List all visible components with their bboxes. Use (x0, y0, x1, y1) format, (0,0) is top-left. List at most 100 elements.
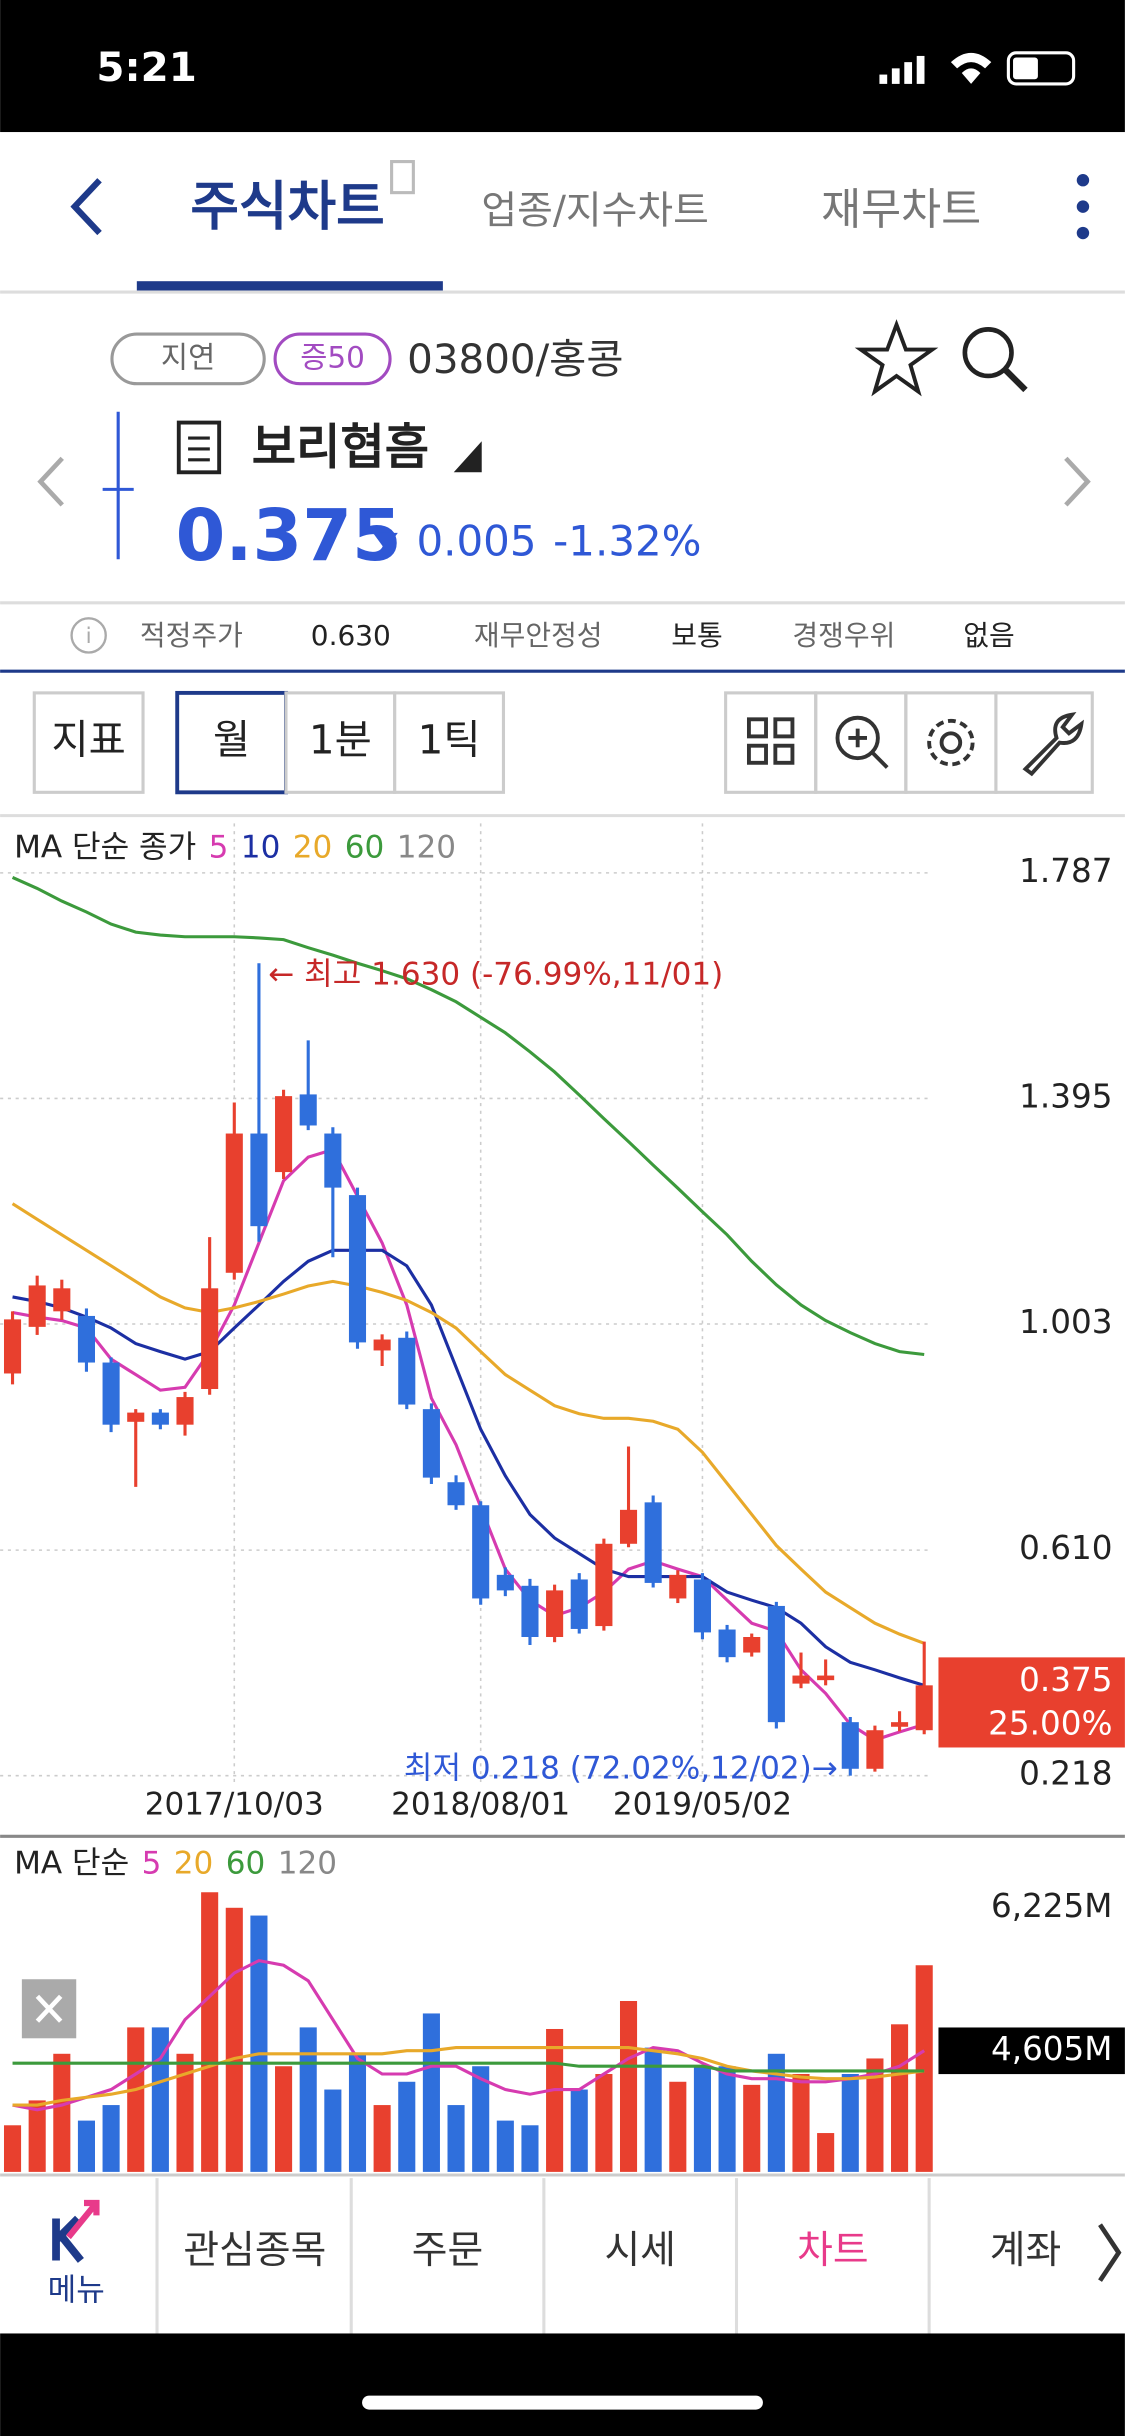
legend-title: MA 단순 (14, 1845, 129, 1881)
nav-label[interactable]: 계좌 (990, 2228, 1061, 2273)
tab[interactable]: 재무차트 (821, 185, 981, 235)
tool-buttons[interactable] (724, 691, 1094, 794)
price-tag-pct: 25.00% (988, 1705, 1112, 1743)
legend-entry: 5 (142, 1845, 162, 1881)
badge (273, 332, 392, 386)
high-annotation: ← 최고 1.630 (-76.99%,11/01) (268, 957, 723, 993)
prev-button[interactable] (37, 456, 64, 507)
volume-bar (866, 2058, 884, 2172)
doc-icon[interactable] (176, 420, 222, 475)
candle-body (521, 1585, 539, 1638)
legend-entry: 60 (345, 829, 385, 865)
volume-bar (250, 1915, 268, 2172)
volume-bar (28, 2100, 46, 2172)
volume-tag (938, 2027, 1125, 2075)
candle-body (250, 1133, 268, 1227)
volume-bar (792, 2074, 810, 2172)
nav-label[interactable]: 관심종목 (183, 2228, 326, 2273)
dropdown-icon[interactable] (453, 441, 482, 473)
x-tick-label: 2017/10/03 (145, 1786, 324, 1822)
change: 0.005 (416, 516, 536, 565)
nav-label-active[interactable]: 차트 (797, 2228, 868, 2273)
home-area (0, 2333, 1125, 2436)
volume-bar (77, 2120, 95, 2172)
legend-entry: 20 (174, 1845, 214, 1881)
volume-bar (644, 2047, 662, 2172)
back-button[interactable] (70, 178, 102, 236)
volume-bar (767, 2053, 785, 2172)
volume-bar (127, 2027, 145, 2172)
x-tick-label: 2018/08/01 (391, 1786, 570, 1822)
wifi-icon (950, 52, 992, 84)
button-active[interactable] (175, 690, 288, 795)
ma-line (11, 876, 925, 1357)
volume-bar (521, 2125, 539, 2172)
candle-body (299, 1094, 317, 1126)
volume-bar (225, 1907, 243, 2172)
tab-underline (136, 281, 443, 293)
x-tick-label: 2019/05/02 (613, 1786, 792, 1822)
y-tick-label: 1.003 (1019, 1303, 1112, 1341)
more-button[interactable] (1076, 174, 1090, 240)
candle-body (373, 1339, 391, 1351)
volume-bar (496, 2120, 514, 2172)
candle-body (792, 1675, 810, 1684)
candle-body (422, 1409, 440, 1478)
button[interactable] (393, 691, 506, 794)
volume-bar (817, 2133, 835, 2172)
search-button[interactable] (962, 327, 1028, 393)
change-pct: -1.32% (553, 516, 701, 565)
ma-line (12, 1147, 925, 1742)
button[interactable] (32, 691, 145, 794)
badge (110, 332, 266, 386)
legend-entry: 10 (241, 829, 281, 865)
ma-line (12, 1248, 925, 1687)
ma-line (11, 1202, 925, 1645)
candle-body (817, 1675, 835, 1681)
ma-line (12, 2046, 925, 2107)
tab-active[interactable]: 주식차트 (190, 176, 384, 237)
nav-label[interactable]: 메뉴 (48, 2273, 105, 2309)
volume-bar (693, 2066, 711, 2172)
logo-arrow (66, 2199, 100, 2240)
info-label: 경쟁우위 (792, 619, 895, 652)
button-label: 1틱 (418, 717, 481, 764)
info-value: 0.630 (311, 619, 391, 652)
volume-bar (595, 2074, 613, 2172)
bottom-nav (0, 2175, 1125, 2334)
candle-body (28, 1285, 46, 1327)
legend-entry: 120 (397, 829, 456, 865)
legend-entry: 120 (278, 1845, 337, 1881)
logo (52, 2215, 84, 2263)
volume-bar (718, 2066, 736, 2172)
status-bar (0, 0, 1125, 133)
button-label: 1분 (309, 717, 372, 764)
popout-icon[interactable] (390, 160, 415, 195)
nav-more[interactable] (1098, 2223, 1122, 2282)
volume-bar (546, 2028, 564, 2172)
volume-bar (841, 2074, 859, 2172)
candle-body (176, 1397, 194, 1425)
info-icon[interactable] (70, 617, 107, 654)
candle-body (644, 1502, 662, 1583)
volume-bar (422, 2013, 440, 2172)
nav-label[interactable]: 주문 (412, 2228, 483, 2273)
candle-body (915, 1685, 933, 1731)
next-button[interactable] (1064, 456, 1091, 507)
volume-bar (570, 2089, 588, 2172)
tab[interactable]: 업종/지수차트 (481, 188, 708, 233)
candle-body (398, 1337, 416, 1405)
button-label: 지표 (52, 717, 126, 764)
legend-title: MA 단순 종가 (14, 829, 196, 865)
battery-level (1013, 57, 1038, 80)
nav-label[interactable]: 시세 (604, 2228, 675, 2273)
candle-body (743, 1637, 761, 1653)
candle-body (348, 1195, 367, 1343)
volume-bar (447, 2105, 465, 2172)
candle-body (693, 1579, 711, 1633)
battery-icon (1006, 51, 1076, 86)
favorite-button[interactable] (854, 319, 939, 397)
candle-body (77, 1315, 95, 1363)
badge-text: 지연 (161, 340, 215, 374)
